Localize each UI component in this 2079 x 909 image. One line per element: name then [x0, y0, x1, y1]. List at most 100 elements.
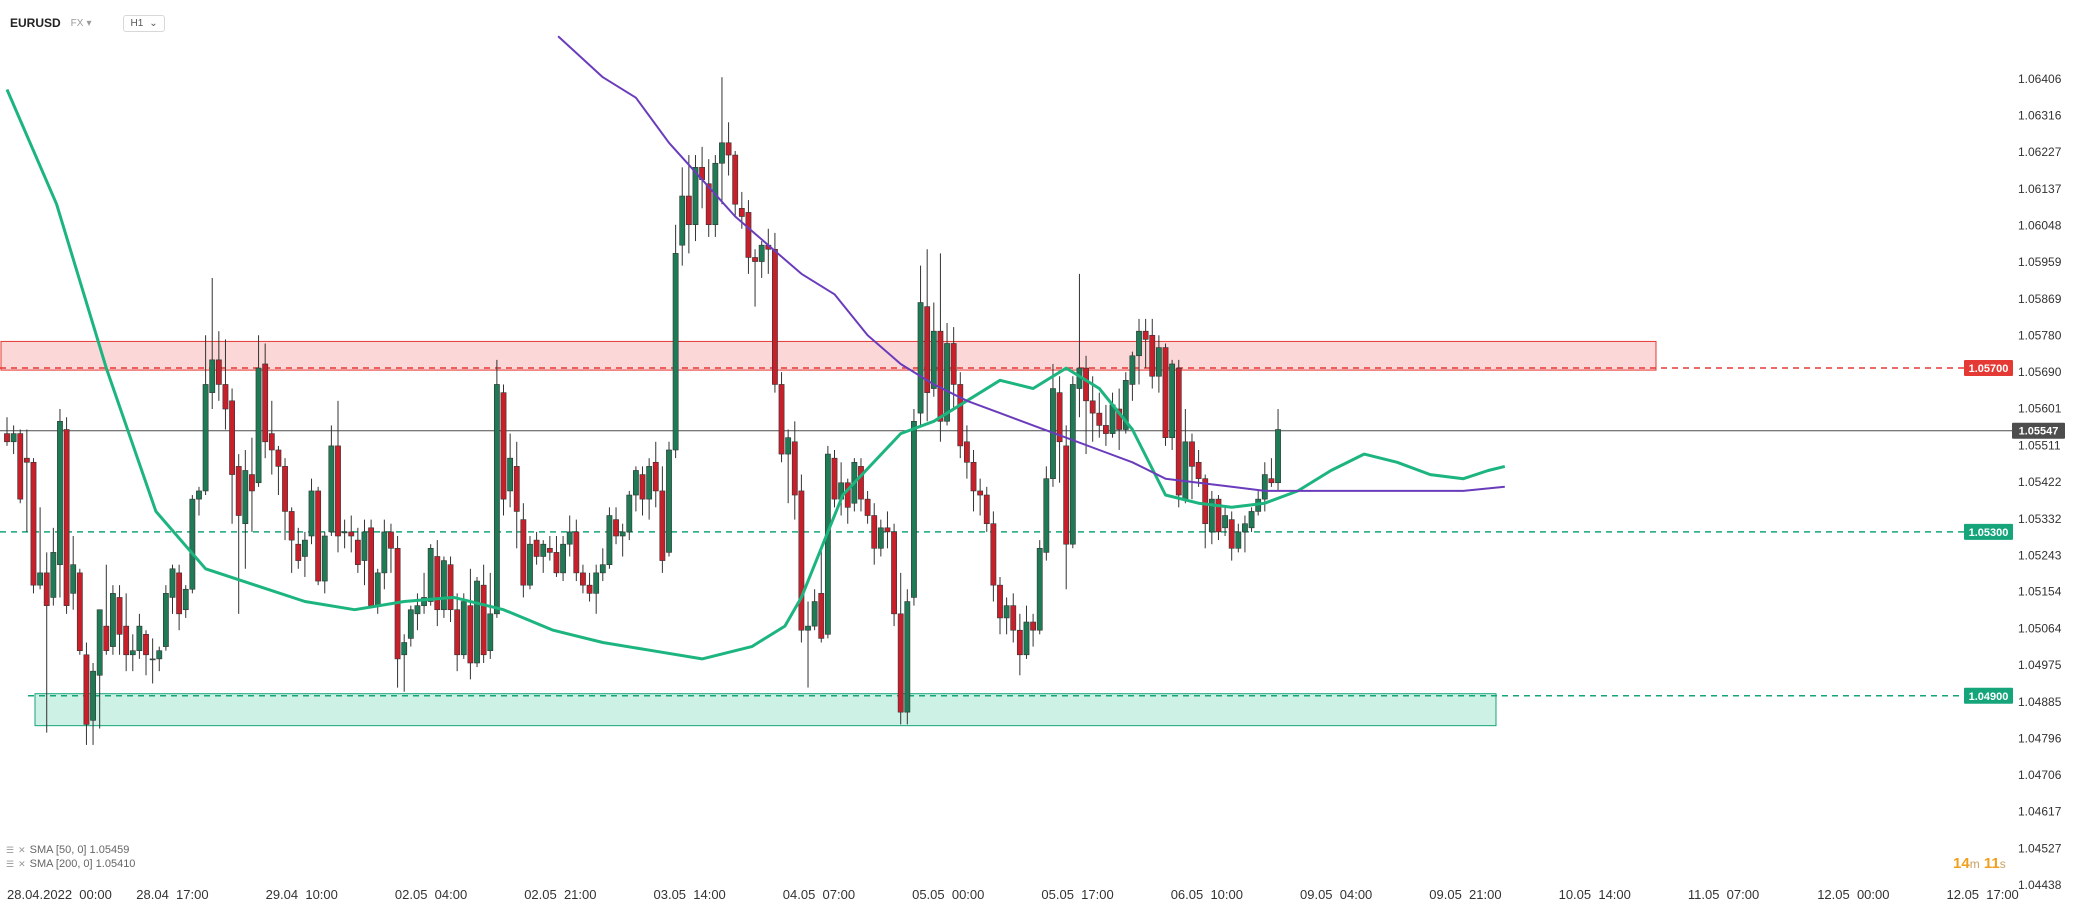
- candle: [566, 515, 573, 557]
- close-icon[interactable]: ✕: [18, 859, 26, 869]
- candle-body: [321, 535, 328, 582]
- candle-body: [1003, 605, 1010, 619]
- candle: [963, 425, 970, 479]
- candle-body: [454, 609, 461, 656]
- candle: [229, 388, 235, 524]
- candle: [1129, 351, 1136, 401]
- candle-body: [1089, 400, 1096, 414]
- candle-body: [533, 539, 540, 557]
- candle: [143, 630, 149, 676]
- candle: [778, 372, 785, 463]
- price-tick-label: 1.05511: [2018, 438, 2061, 452]
- candle-body: [580, 572, 586, 586]
- sma200-line: [557, 35, 1505, 492]
- candle-body: [202, 384, 209, 492]
- candle-body: [864, 498, 871, 516]
- candle: [467, 568, 474, 680]
- candle: [1136, 318, 1142, 385]
- candle-body: [990, 523, 997, 586]
- candle: [70, 536, 77, 610]
- candle: [586, 572, 593, 602]
- candle-body: [897, 613, 904, 713]
- candle: [897, 572, 904, 725]
- candle: [1056, 376, 1063, 483]
- candle: [136, 613, 143, 659]
- price-tick-label: 1.06316: [2018, 109, 2062, 123]
- candle: [394, 536, 401, 688]
- candle-body: [275, 449, 282, 467]
- candle-body: [348, 531, 355, 537]
- candle: [593, 564, 600, 614]
- candle: [460, 593, 467, 659]
- legend-sma50[interactable]: ☰ ✕ SMA [50, 0] 1.05459: [6, 843, 135, 857]
- candle: [990, 511, 997, 602]
- menu-icon[interactable]: ☰: [6, 859, 15, 869]
- candle-body: [37, 572, 43, 586]
- candle: [83, 642, 90, 745]
- candle-body: [732, 154, 739, 205]
- candle: [580, 564, 586, 594]
- candle-body: [884, 527, 891, 533]
- candle: [1142, 318, 1149, 369]
- price-axis[interactable]: 1.06406 1.06316 1.06227 1.06137 1.06048 1.059…: [2018, 72, 2062, 892]
- candle: [513, 441, 520, 549]
- candle-body: [434, 556, 441, 611]
- candle-body: [50, 552, 57, 598]
- candle-body: [229, 400, 235, 475]
- candle-body: [1195, 461, 1202, 479]
- candle: [1089, 376, 1096, 442]
- candle: [527, 536, 533, 590]
- candle-body: [520, 519, 527, 586]
- time-axis[interactable]: 28.04.2022 00:00 28.04 17:00 29.04 10:00 02…: [7, 887, 2019, 902]
- candle: [1030, 613, 1036, 647]
- timer-minutes: 14: [1953, 855, 1970, 872]
- candle-body: [593, 572, 600, 594]
- market-selector[interactable]: FX ▾: [71, 18, 92, 29]
- candle: [480, 564, 487, 663]
- candle-body: [970, 461, 977, 492]
- candle: [441, 556, 447, 618]
- candle: [560, 536, 566, 582]
- candle-body: [1228, 519, 1235, 549]
- candle: [110, 585, 116, 655]
- candle: [1222, 507, 1228, 537]
- candle-body: [911, 421, 917, 598]
- candle-body: [831, 457, 838, 500]
- price-tags: 1.05700 1.05300 1.04900 1.05547: [1964, 360, 2065, 704]
- candle: [401, 634, 408, 692]
- candle: [930, 302, 937, 397]
- candle: [1096, 392, 1103, 438]
- timeframe-selector[interactable]: H1 ⌄: [123, 14, 165, 32]
- symbol-label[interactable]: EURUSD: [10, 16, 61, 30]
- candle: [957, 372, 964, 459]
- legend-sma200[interactable]: ☰ ✕ SMA [200, 0] 1.05410: [6, 857, 135, 871]
- candle: [348, 515, 355, 553]
- candle-body: [963, 441, 970, 463]
- candle-body: [858, 466, 864, 500]
- time-tick-label: 02.05 21:00: [524, 887, 596, 902]
- candle-body: [1023, 621, 1030, 656]
- candle-body: [1202, 478, 1209, 525]
- candle: [904, 589, 911, 725]
- candle-body: [460, 601, 467, 656]
- candle-body: [917, 302, 924, 414]
- candle: [844, 478, 851, 524]
- candle-body: [308, 490, 315, 537]
- candle: [295, 527, 302, 569]
- candle: [169, 564, 176, 614]
- current-price-label: 1.05547: [2019, 426, 2059, 438]
- candle-body: [149, 658, 156, 661]
- menu-icon[interactable]: ☰: [6, 845, 15, 855]
- candle: [176, 564, 183, 631]
- close-icon[interactable]: ✕: [18, 845, 26, 855]
- candle-body: [785, 437, 792, 455]
- candle-body: [692, 167, 699, 225]
- candle-body: [553, 552, 560, 574]
- candle: [196, 486, 202, 516]
- candle: [1235, 523, 1242, 553]
- candle-body: [249, 474, 255, 492]
- tag-resistance-label: 1.05700: [1969, 363, 2009, 375]
- price-tick-label: 1.04706: [2018, 768, 2062, 782]
- candle: [1069, 376, 1076, 549]
